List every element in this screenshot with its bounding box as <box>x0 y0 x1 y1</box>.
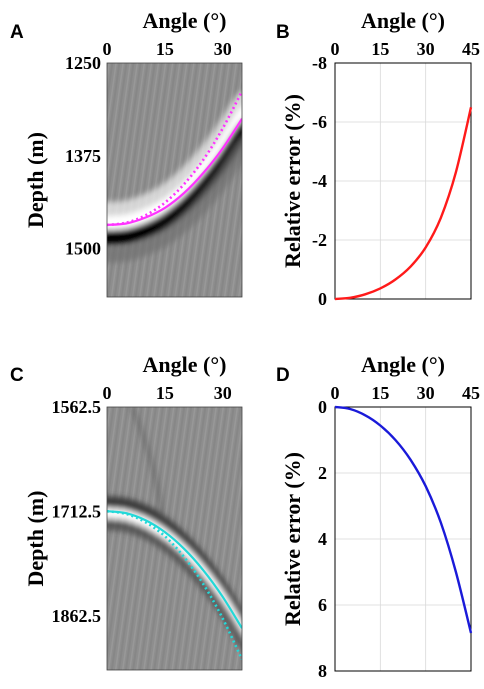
panel-label-a: A <box>10 22 24 43</box>
x-tick-label: 0 <box>331 39 340 59</box>
x-tick-label: 15 <box>156 39 174 59</box>
x-tick-label: 15 <box>156 383 174 403</box>
series-line-dotted <box>107 90 242 227</box>
y-axis-label: Relative error (%) <box>280 94 305 268</box>
y-tick-label: 8 <box>318 661 327 681</box>
x-tick-label: 0 <box>331 383 340 403</box>
y-tick-label: 1712.5 <box>52 502 102 522</box>
series-line-dotted <box>107 509 242 661</box>
gather-image <box>107 407 242 670</box>
event-peak <box>107 105 242 230</box>
panel-a-gather: 0 15 30 Angle (°) 1250 1375 1500 Depth (m) <box>23 8 243 298</box>
event-trough <box>107 120 242 245</box>
x-tick-label: 15 <box>371 39 389 59</box>
x-tick-label: 45 <box>462 39 480 59</box>
y-tick-label: -8 <box>312 53 327 73</box>
panel-d-error-plot: 0 15 30 45 Angle (°) 0 2 4 6 8 Relative error (%) <box>280 352 480 681</box>
y-tick-label: 6 <box>318 595 327 615</box>
panel-b-error-plot: 0 15 30 45 Angle (°) 0 -2 -4 -6 -8 Relative error … <box>280 8 480 309</box>
y-tick-label: 1250 <box>65 53 101 73</box>
panel-label-d: D <box>276 365 290 386</box>
series-line <box>334 107 473 301</box>
plot-frame <box>334 406 472 672</box>
y-tick-label: 1500 <box>65 239 101 259</box>
x-axis-label: Angle (°) <box>143 352 227 377</box>
y-tick-label: -4 <box>312 171 327 191</box>
x-tick-label: 0 <box>103 383 112 403</box>
event-lower-lobe <box>107 520 242 651</box>
x-tick-label: 30 <box>417 39 435 59</box>
y-tick-label: -6 <box>312 112 327 132</box>
y-axis-label: Relative error (%) <box>280 452 305 626</box>
y-tick-label: 1375 <box>65 146 101 166</box>
plot-frame <box>106 62 243 298</box>
y-axis-label: Depth (m) <box>23 491 48 587</box>
grid-lines <box>334 62 472 300</box>
grid-lines <box>334 406 472 672</box>
series-line <box>334 405 473 634</box>
gather-image <box>107 63 242 297</box>
noise-event <box>130 407 164 518</box>
x-tick-label: 30 <box>214 39 232 59</box>
panel-label-b: B <box>276 22 290 43</box>
event-sidelobe <box>107 136 242 263</box>
reflection-event <box>107 407 242 651</box>
plot-frame <box>334 62 472 300</box>
x-tick-label: 45 <box>462 383 480 403</box>
plot-frame <box>106 406 243 671</box>
x-tick-label: 0 <box>103 39 112 59</box>
x-tick-label: 15 <box>371 383 389 403</box>
panel-label-c: C <box>10 365 24 386</box>
y-tick-label: 4 <box>318 529 327 549</box>
event-peak <box>107 508 242 639</box>
y-tick-label: -2 <box>312 230 327 250</box>
reflection-event <box>107 90 242 263</box>
y-axis-label: Depth (m) <box>23 132 48 228</box>
x-axis-label: Angle (°) <box>143 8 227 33</box>
x-axis-label: Angle (°) <box>361 352 445 377</box>
y-tick-label: 1862.5 <box>52 606 102 626</box>
y-tick-label: 1562.5 <box>52 397 102 417</box>
x-tick-label: 30 <box>214 383 232 403</box>
y-tick-label: 0 <box>318 397 327 417</box>
x-tick-label: 30 <box>417 383 435 403</box>
y-tick-label: 0 <box>318 289 327 309</box>
x-axis-label: Angle (°) <box>361 8 445 33</box>
event-trough <box>107 496 242 627</box>
y-tick-label: 2 <box>318 463 327 483</box>
